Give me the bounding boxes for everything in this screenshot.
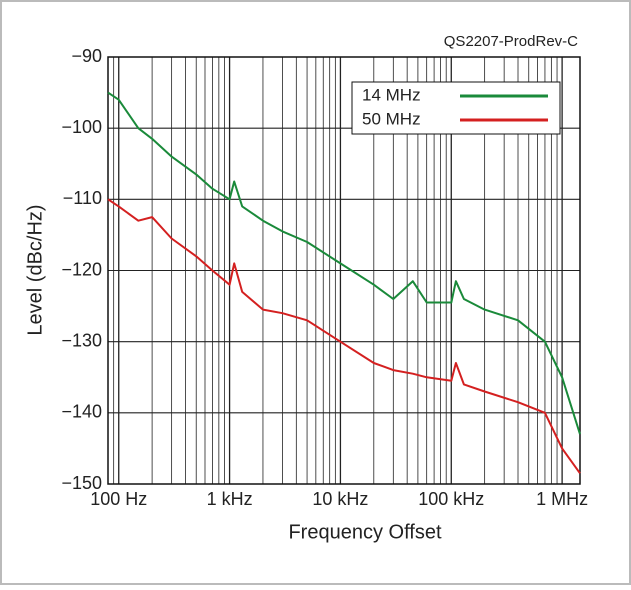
y-tick-label: −120: [61, 259, 102, 279]
y-tick-label: −150: [61, 473, 102, 493]
legend-box: [351, 81, 561, 135]
x-tick-label: 10 kHz: [312, 489, 368, 509]
legend-label: 14 MHz: [362, 85, 421, 104]
series-line: [107, 91, 581, 435]
y-tick-label: −140: [61, 402, 102, 422]
y-axis-label: Level (dBc/Hz): [24, 204, 46, 335]
y-tick-label: −110: [63, 188, 102, 208]
series-line: [107, 198, 581, 474]
x-tick-label: 100 Hz: [90, 489, 147, 509]
x-tick-label: 1 MHz: [536, 489, 588, 509]
x-tick-label: 1 kHz: [207, 489, 253, 509]
chart-title: QS2207-ProdRev-C: [444, 33, 578, 50]
x-tick-label: 100 kHz: [418, 489, 484, 509]
y-tick-label: −130: [61, 330, 102, 350]
x-axis-label: Frequency Offset: [288, 521, 441, 543]
y-tick-label: −90: [71, 46, 102, 66]
plot-frame: [107, 56, 581, 485]
y-tick-label: −100: [61, 117, 102, 137]
legend-label: 50 MHz: [362, 109, 421, 128]
